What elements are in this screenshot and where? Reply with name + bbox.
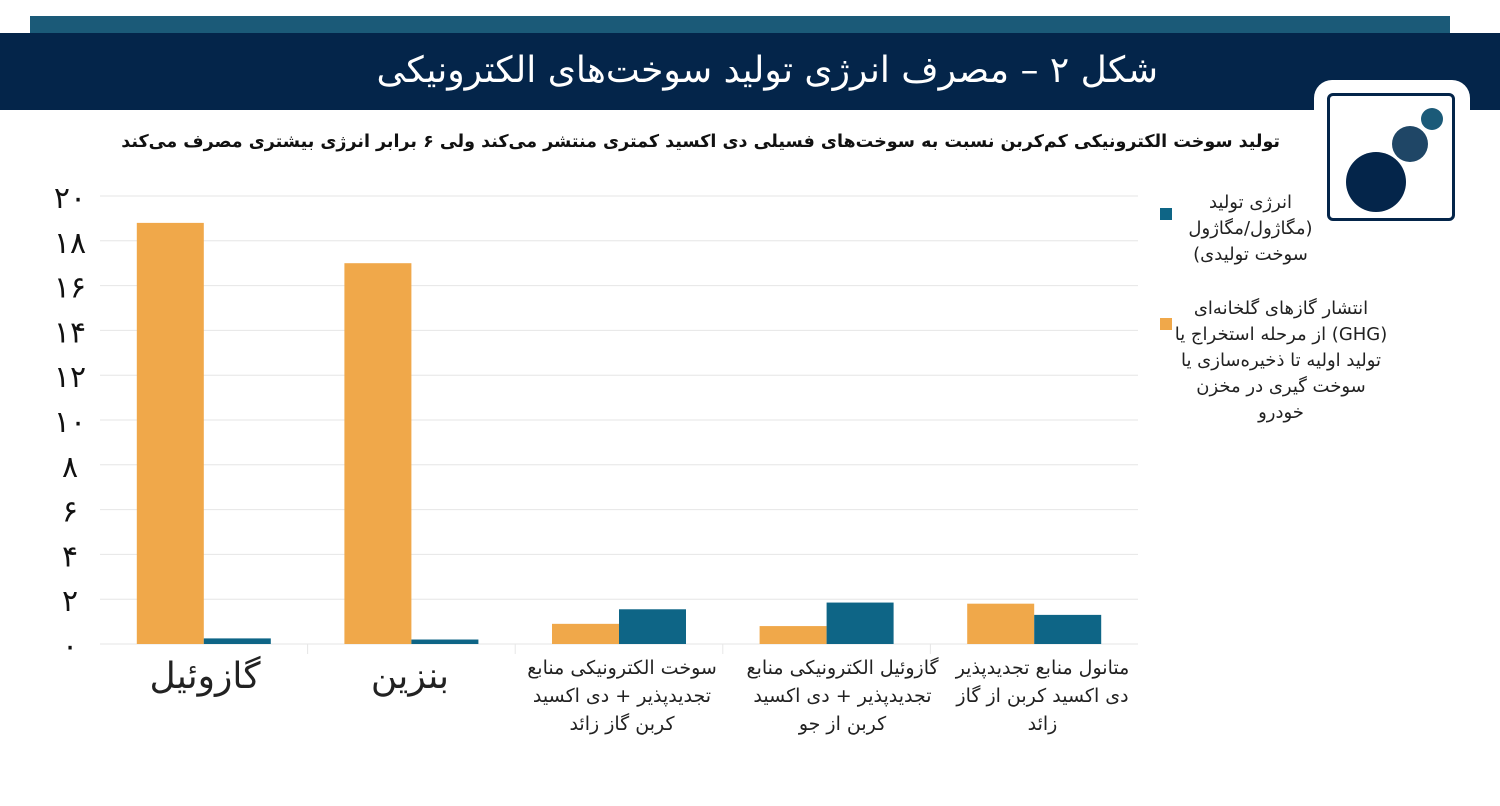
header-band xyxy=(0,33,1500,110)
category-label-methanol: متانول منابع تجدیدپذیر دی اکسید کربن از … xyxy=(955,657,1130,735)
bar-ghg xyxy=(759,626,827,644)
bar-ghg xyxy=(344,263,412,644)
logo xyxy=(1327,93,1455,221)
category-label-diesel: گازوئیل xyxy=(149,656,261,697)
bar-ghg xyxy=(552,623,619,644)
y-tick-label: ۲۰ xyxy=(54,181,86,216)
chart-area: ۰ ۲ ۴ ۶ ۸ ۱۰ ۱۲ ۱۴ ۱۶ ۱۸ ۲۰ xyxy=(54,181,1138,664)
legend-energy-label: انرژی تولید (مگاژول/مگاژول سوخت تولیدی) xyxy=(1188,192,1313,265)
y-tick-label: ۲ xyxy=(62,584,78,619)
y-tick-label: ۱۲ xyxy=(54,360,86,395)
y-tick-label: ۱۴ xyxy=(54,315,86,350)
y-tick-label: ۱۶ xyxy=(54,271,86,306)
logo-circles-icon xyxy=(1346,108,1443,212)
bar-ghg xyxy=(136,222,204,644)
bar-energy xyxy=(1034,614,1102,644)
bar-energy xyxy=(619,609,686,644)
legend-energy-swatch xyxy=(1160,208,1172,220)
y-tick-label: ۶ xyxy=(62,495,78,530)
category-label-ediesel: گازوئیل الکترونیکی منابع تجدیدپذیر + دی … xyxy=(746,657,939,735)
y-tick-label: ۰ xyxy=(62,629,78,664)
y-tick-label: ۸ xyxy=(62,450,78,485)
y-tick-label: ۴ xyxy=(62,539,78,574)
top-strip xyxy=(30,16,1450,33)
bar-ghg xyxy=(967,603,1035,644)
category-label-gasoline: بنزین xyxy=(370,656,450,697)
page-title: شکل ۲ – مصرف انرژی تولید سوخت‌های الکترو… xyxy=(376,50,1158,91)
y-tick-label: ۱۸ xyxy=(54,226,86,261)
bar-energy xyxy=(826,602,894,644)
bar-energy xyxy=(411,639,479,644)
y-tick-label: ۱۰ xyxy=(54,405,86,440)
chart-subtitle: تولید سوخت الکترونیکی کم‌کربن نسبت به سو… xyxy=(121,132,1280,152)
legend-ghg-label: انتشار گازهای گلخانه‌ای (GHG) از مرحله ا… xyxy=(1174,298,1388,423)
bar-energy xyxy=(203,638,271,644)
legend-ghg-swatch xyxy=(1160,318,1172,330)
category-label-efuel: سوخت الکترونیکی منابع تجدیدپذیر + دی اکس… xyxy=(527,657,717,735)
